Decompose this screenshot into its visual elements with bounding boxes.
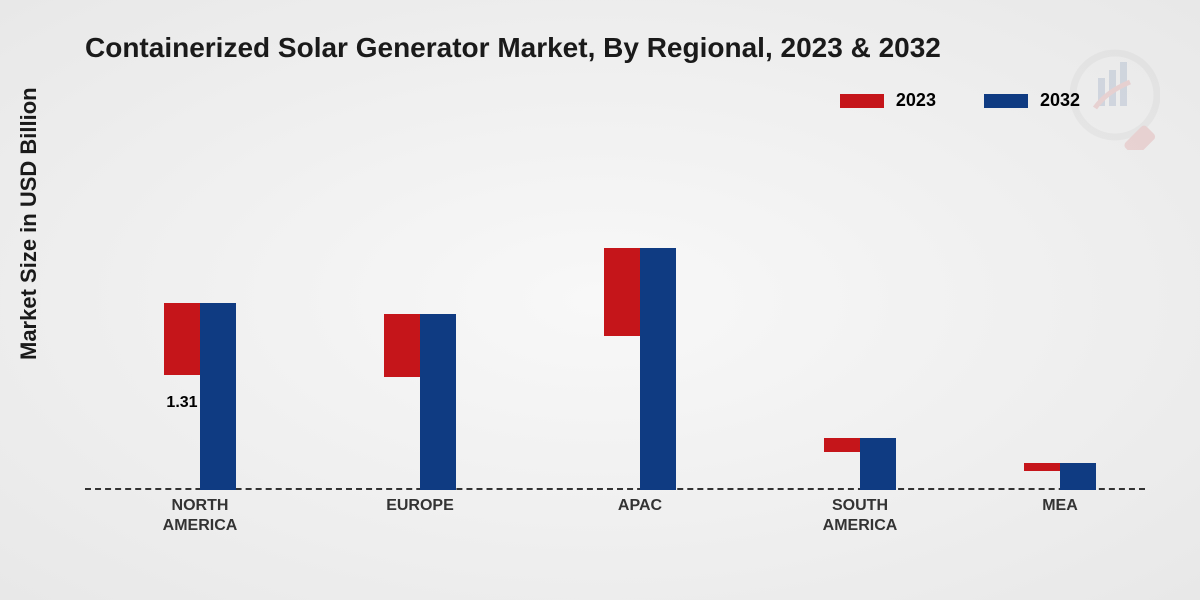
legend-item-2032: 2032 (984, 90, 1080, 111)
chart-title: Containerized Solar Generator Market, By… (85, 32, 941, 64)
bar-2023 (164, 303, 200, 375)
x-label: MEA (990, 496, 1130, 516)
bar-2032 (420, 314, 456, 490)
bar-2023 (604, 248, 640, 336)
plot-area: 1.31 (85, 160, 1145, 490)
value-label: 1.31 (166, 394, 197, 412)
bar-group (130, 303, 270, 490)
x-label: SOUTHAMERICA (790, 496, 930, 536)
legend-label-2032: 2032 (1040, 90, 1080, 111)
legend-item-2023: 2023 (840, 90, 936, 111)
bar-2032 (1060, 463, 1096, 491)
y-axis-label: Market Size in USD Billion (16, 87, 42, 360)
bar-2023 (1024, 463, 1060, 471)
bar-2032 (200, 303, 236, 490)
bar-2032 (860, 438, 896, 490)
bar-2023 (384, 314, 420, 377)
legend: 2023 2032 (840, 90, 1080, 111)
x-axis-labels: NORTHAMERICA EUROPE APAC SOUTHAMERICA MEA (85, 496, 1145, 556)
x-label: EUROPE (350, 496, 490, 516)
bar-2032 (640, 248, 676, 490)
bar-group (790, 438, 930, 490)
legend-label-2023: 2023 (896, 90, 936, 111)
bar-group (350, 314, 490, 490)
legend-swatch-2032 (984, 94, 1028, 108)
bar-2023 (824, 438, 860, 452)
x-label: NORTHAMERICA (130, 496, 270, 536)
bar-group (990, 463, 1130, 491)
bar-group (570, 248, 710, 490)
x-label: APAC (570, 496, 710, 516)
legend-swatch-2023 (840, 94, 884, 108)
